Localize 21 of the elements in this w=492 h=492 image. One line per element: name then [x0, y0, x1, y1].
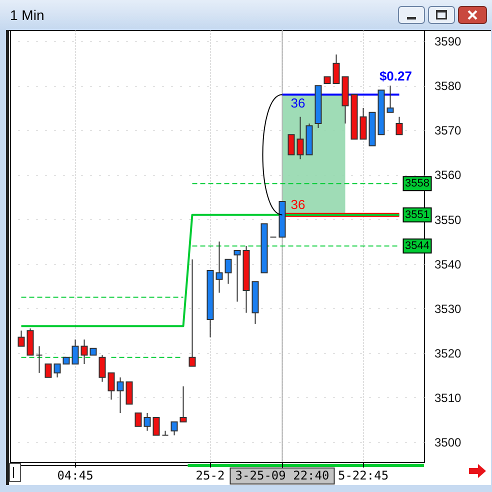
data-label: 3544 [405, 240, 430, 252]
annotation: 36 [290, 196, 306, 212]
y-tick-label: 3500 [434, 435, 462, 450]
y-tick-label: 3560 [434, 168, 462, 182]
y-tick-label: 3530 [434, 302, 462, 316]
y-tick-label: 3590 [434, 34, 462, 49]
chart-title: 1 Min [10, 7, 44, 23]
y-tick-label: 3510 [434, 390, 462, 405]
annotation: $0.27 [379, 68, 412, 84]
y-tick-label: 3520 [434, 346, 462, 360]
x-tick-label: 5-22:45 [338, 468, 389, 482]
y-tick-label: 3550 [434, 212, 462, 227]
y-tick-label: 3540 [434, 257, 462, 272]
data-label: 3558 [405, 178, 430, 190]
y-tick-label: 3570 [434, 124, 462, 138]
annotation: 36 [290, 96, 306, 111]
x-tick-label: 3-25-09 22:40 [235, 468, 330, 482]
y-tick-label: 3580 [434, 79, 462, 94]
x-tick-label: 04:45 [57, 468, 94, 482]
data-label: 3551 [405, 208, 430, 221]
x-tick-label: 25-2 [196, 468, 225, 482]
